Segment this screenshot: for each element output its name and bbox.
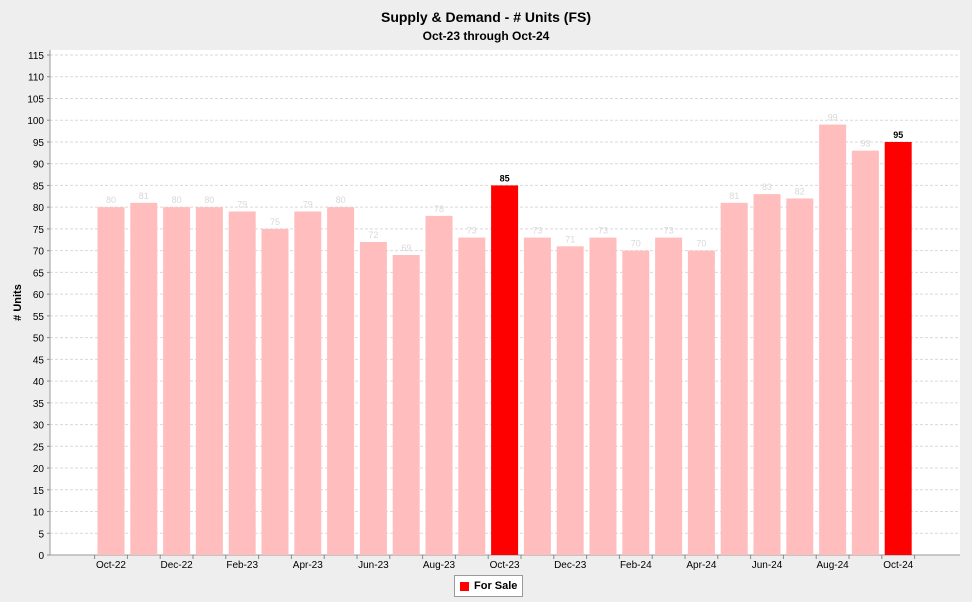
data-label: 73 bbox=[598, 226, 608, 236]
legend-label-for-sale: For Sale bbox=[474, 580, 518, 592]
data-label: 70 bbox=[696, 239, 706, 249]
y-tick-label: 95 bbox=[33, 138, 45, 149]
data-label: 85 bbox=[500, 173, 510, 183]
legend-swatch-for-sale bbox=[460, 581, 469, 591]
y-tick-label: 100 bbox=[27, 116, 44, 127]
data-label: 71 bbox=[565, 234, 575, 244]
data-label: 81 bbox=[729, 191, 739, 201]
y-tick-label: 25 bbox=[33, 442, 45, 453]
x-tick-label: Aug-24 bbox=[816, 560, 849, 571]
data-label: 99 bbox=[828, 113, 838, 123]
bar bbox=[720, 202, 748, 555]
bar bbox=[556, 246, 584, 555]
bar bbox=[261, 228, 289, 556]
bar bbox=[130, 202, 158, 555]
data-label: 80 bbox=[172, 195, 182, 205]
bar bbox=[327, 207, 355, 555]
bar bbox=[458, 237, 486, 555]
x-tick-label: Dec-22 bbox=[160, 560, 193, 571]
data-label: 73 bbox=[664, 226, 674, 236]
y-tick-label: 30 bbox=[33, 421, 45, 432]
bar bbox=[195, 207, 223, 555]
y-tick-label: 110 bbox=[28, 73, 44, 84]
bar bbox=[163, 207, 191, 555]
bar bbox=[97, 207, 125, 555]
y-tick-label: 60 bbox=[33, 290, 45, 301]
data-label: 81 bbox=[139, 191, 149, 201]
bar bbox=[523, 237, 551, 555]
x-tick-label: Oct-22 bbox=[96, 560, 126, 571]
y-tick-label: 75 bbox=[33, 225, 45, 236]
x-tick-label: Dec-23 bbox=[554, 560, 587, 571]
data-label: 93 bbox=[860, 139, 870, 149]
y-tick-label: 15 bbox=[33, 486, 45, 497]
bar bbox=[589, 237, 617, 555]
data-label: 70 bbox=[631, 239, 641, 249]
data-label: 78 bbox=[434, 204, 444, 214]
data-label: 73 bbox=[532, 226, 542, 236]
data-label: 75 bbox=[270, 217, 280, 227]
data-label: 80 bbox=[106, 195, 116, 205]
chart-title: Supply & Demand - # Units (FS) bbox=[380, 9, 591, 25]
x-tick-label: Aug-23 bbox=[423, 560, 456, 571]
bar bbox=[884, 141, 912, 555]
x-tick-label: Jun-24 bbox=[752, 560, 783, 571]
y-tick-label: 70 bbox=[33, 247, 45, 258]
y-tick-label: 80 bbox=[33, 203, 45, 214]
bar bbox=[753, 194, 781, 555]
y-tick-label: 65 bbox=[33, 268, 45, 279]
y-tick-label: 55 bbox=[33, 312, 45, 323]
bar bbox=[425, 215, 453, 555]
bar bbox=[851, 150, 879, 556]
data-label: 82 bbox=[795, 186, 805, 196]
bar bbox=[786, 198, 814, 555]
bar bbox=[491, 185, 519, 555]
y-tick-label: 90 bbox=[33, 160, 45, 171]
x-tick-label: Apr-23 bbox=[293, 560, 323, 571]
data-label: 79 bbox=[237, 200, 247, 210]
chart-subtitle: Oct-23 through Oct-24 bbox=[422, 29, 550, 43]
y-axis-label: # Units bbox=[12, 284, 24, 321]
bar bbox=[819, 124, 847, 555]
bar bbox=[359, 241, 387, 555]
x-tick-label: Oct-24 bbox=[883, 560, 913, 571]
y-tick-label: 105 bbox=[27, 94, 44, 105]
y-tick-label: 20 bbox=[33, 464, 45, 475]
x-tick-label: Feb-24 bbox=[620, 560, 652, 571]
data-label: 73 bbox=[467, 226, 477, 236]
bar bbox=[622, 250, 650, 556]
y-tick-label: 10 bbox=[33, 508, 45, 519]
data-label: 69 bbox=[401, 243, 411, 253]
y-tick-label: 40 bbox=[33, 377, 45, 388]
bar bbox=[655, 237, 683, 555]
y-tick-label: 50 bbox=[33, 334, 45, 345]
y-tick-label: 85 bbox=[33, 181, 45, 192]
bar bbox=[392, 255, 420, 555]
bar bbox=[294, 211, 322, 556]
x-tick-label: Apr-24 bbox=[686, 560, 716, 571]
data-label: 72 bbox=[368, 230, 378, 240]
x-tick-label: Jun-23 bbox=[358, 560, 389, 571]
y-tick-label: 45 bbox=[33, 355, 45, 366]
y-tick-label: 0 bbox=[38, 551, 44, 562]
x-tick-label: Oct-23 bbox=[490, 560, 520, 571]
y-tick-label: 35 bbox=[33, 399, 45, 410]
legend: For Sale bbox=[454, 575, 524, 597]
data-label: 83 bbox=[762, 182, 772, 192]
bar bbox=[687, 250, 715, 556]
data-label: 95 bbox=[893, 130, 903, 140]
data-label: 80 bbox=[336, 195, 346, 205]
data-label: 80 bbox=[204, 195, 214, 205]
y-tick-label: 5 bbox=[38, 529, 44, 540]
y-tick-label: 115 bbox=[28, 51, 44, 62]
x-tick-label: Feb-23 bbox=[226, 560, 258, 571]
bar bbox=[228, 211, 256, 556]
data-label: 79 bbox=[303, 200, 313, 210]
